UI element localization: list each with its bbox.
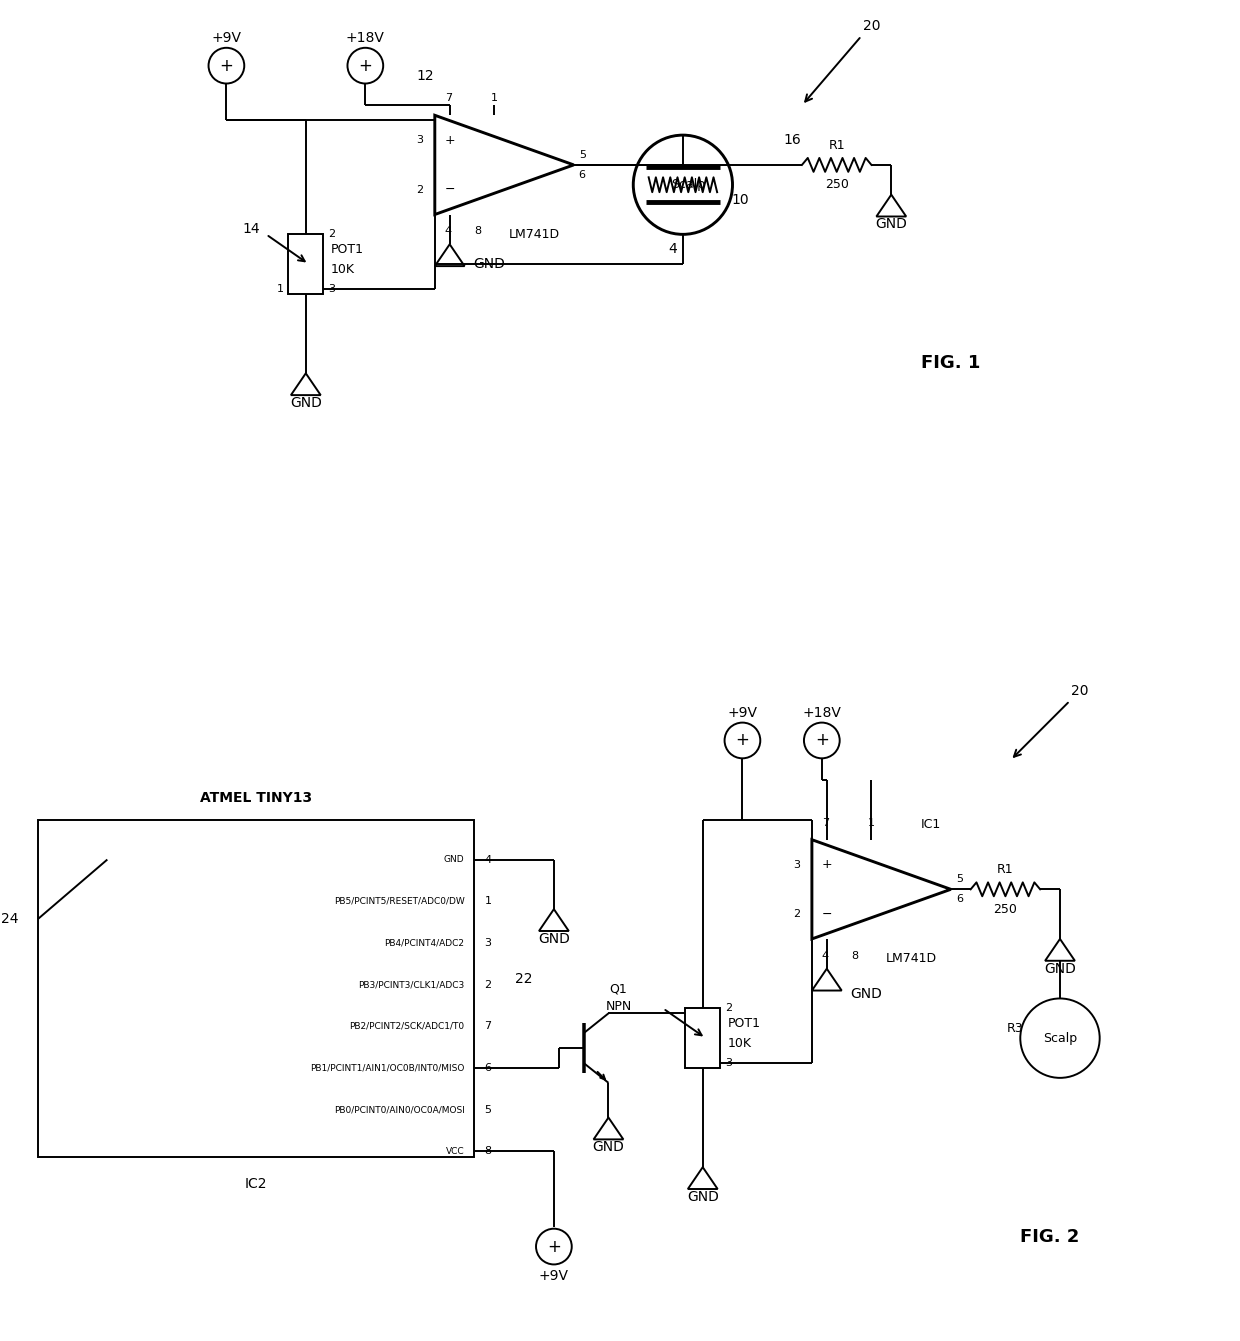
Text: 4: 4	[668, 243, 677, 256]
Text: R3: R3	[1007, 1022, 1024, 1035]
Text: 2: 2	[415, 185, 423, 194]
Text: 1: 1	[485, 896, 491, 907]
Text: 20: 20	[1071, 684, 1089, 697]
Text: Scalp: Scalp	[1043, 1031, 1078, 1045]
Text: 20: 20	[863, 19, 880, 34]
Text: 7: 7	[485, 1022, 491, 1031]
Text: 2: 2	[792, 909, 800, 919]
Text: 3: 3	[794, 860, 800, 869]
Text: 5: 5	[579, 150, 585, 160]
Text: 22: 22	[516, 972, 533, 986]
Text: GND: GND	[290, 396, 321, 410]
Text: GND: GND	[538, 932, 570, 945]
Text: GND: GND	[687, 1189, 719, 1204]
Text: IC1: IC1	[921, 818, 941, 831]
Text: −: −	[822, 908, 832, 921]
Text: NPN: NPN	[605, 1000, 631, 1012]
Text: GND: GND	[851, 987, 883, 1000]
Text: Q1: Q1	[610, 982, 627, 995]
Text: POT1: POT1	[331, 243, 365, 256]
Text: PB4/PCINT4/ADC2: PB4/PCINT4/ADC2	[384, 939, 465, 947]
Text: 4: 4	[445, 227, 451, 236]
Text: 5: 5	[485, 1105, 491, 1114]
Text: FIG. 2: FIG. 2	[1021, 1227, 1080, 1246]
Text: 10K: 10K	[331, 263, 355, 276]
Bar	[686, 1008, 720, 1067]
Text: 250: 250	[825, 178, 848, 192]
Text: PB1/PCINT1/AIN1/OC0B/INT0/MISO: PB1/PCINT1/AIN1/OC0B/INT0/MISO	[310, 1063, 465, 1073]
Text: PB2/PCINT2/SCK/ADC1/T0: PB2/PCINT2/SCK/ADC1/T0	[350, 1022, 465, 1031]
Text: +18V: +18V	[802, 705, 841, 720]
Text: 7: 7	[445, 94, 451, 103]
Text: GND: GND	[474, 257, 506, 271]
Text: +: +	[358, 56, 372, 75]
Text: GND: GND	[593, 1140, 625, 1155]
Text: 250: 250	[993, 902, 1017, 916]
Text: +: +	[547, 1238, 560, 1255]
Text: 14: 14	[242, 223, 260, 236]
Text: 1: 1	[491, 94, 497, 103]
Text: 24: 24	[0, 912, 19, 927]
Text: Scalp: Scalp	[671, 178, 704, 192]
Text: 4: 4	[485, 854, 491, 865]
Text: 5: 5	[956, 874, 962, 885]
Text: 4: 4	[822, 951, 830, 961]
Text: +9V: +9V	[211, 31, 242, 44]
Text: ATMEL TINY13: ATMEL TINY13	[200, 791, 312, 805]
Text: 3: 3	[329, 284, 335, 294]
Text: R1: R1	[828, 138, 844, 152]
Text: 1: 1	[868, 818, 875, 827]
Text: +: +	[444, 134, 455, 146]
Text: PB3/PCINT3/CLK1/ADC3: PB3/PCINT3/CLK1/ADC3	[358, 980, 465, 990]
Text: VCC: VCC	[446, 1147, 465, 1156]
Text: 16: 16	[784, 133, 801, 148]
Text: 7: 7	[822, 818, 830, 827]
Text: 6: 6	[956, 894, 962, 904]
Text: +: +	[735, 731, 749, 750]
Text: 12: 12	[417, 68, 434, 83]
Text: 6: 6	[579, 170, 585, 180]
Text: +9V: +9V	[728, 705, 758, 720]
Text: 8: 8	[852, 951, 859, 961]
Text: LM741D: LM741D	[885, 952, 936, 966]
Text: +: +	[219, 56, 233, 75]
Text: +: +	[815, 731, 828, 750]
Text: PB0/PCINT0/AIN0/OC0A/MOSI: PB0/PCINT0/AIN0/OC0A/MOSI	[334, 1105, 465, 1114]
Text: GND: GND	[444, 856, 465, 864]
Text: 1: 1	[277, 284, 284, 294]
Text: IC2: IC2	[246, 1177, 268, 1191]
Text: 2: 2	[329, 229, 335, 239]
Text: 3: 3	[725, 1058, 732, 1067]
Text: +: +	[821, 858, 832, 872]
Text: 2: 2	[725, 1003, 732, 1014]
Text: 3: 3	[415, 135, 423, 145]
Text: R1: R1	[997, 864, 1014, 876]
Text: 8: 8	[475, 227, 481, 236]
Text: LM741D: LM741D	[508, 228, 559, 241]
Text: +9V: +9V	[539, 1270, 569, 1283]
Text: 8: 8	[485, 1147, 491, 1156]
Text: 2: 2	[485, 979, 491, 990]
Text: FIG. 1: FIG. 1	[921, 354, 981, 373]
Text: +18V: +18V	[346, 31, 384, 44]
Text: 10: 10	[732, 193, 749, 207]
Text: POT1: POT1	[728, 1016, 761, 1030]
Text: −: −	[444, 184, 455, 196]
Bar	[38, 819, 475, 1157]
Text: PB5/PCINT5/RESET/ADC0/DW: PB5/PCINT5/RESET/ADC0/DW	[334, 897, 465, 905]
Bar	[289, 235, 324, 294]
Text: 10K: 10K	[728, 1037, 751, 1050]
Text: 3: 3	[485, 937, 491, 948]
Text: GND: GND	[1044, 961, 1076, 976]
Text: GND: GND	[875, 217, 908, 232]
Text: 6: 6	[485, 1063, 491, 1073]
